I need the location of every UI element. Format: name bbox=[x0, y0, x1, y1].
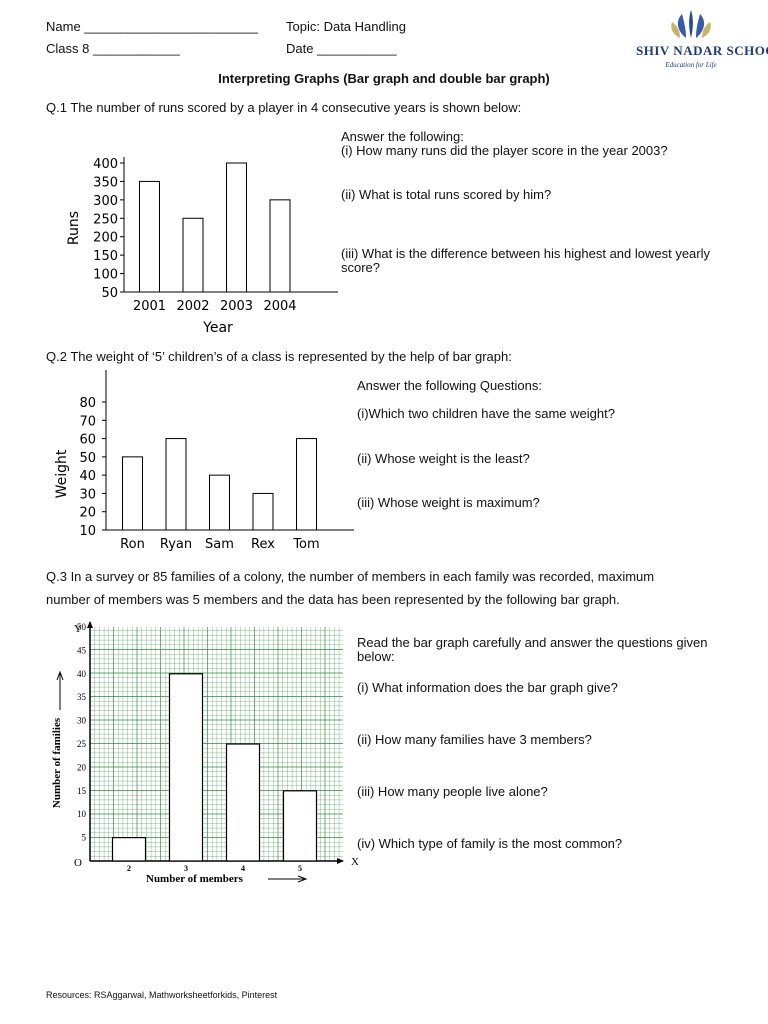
weight-bar-chart: 10 20 30 40 50 60 70 80 Ron Ryan Sam Rex Tom Weight bbox=[54, 370, 354, 552]
runs-bar-chart: 50 100 150 200 250 300 350 400 2001 2002 2003 2004 Y… bbox=[66, 157, 338, 336]
bar-2001 bbox=[139, 180, 160, 293]
y-tick-label: 50 bbox=[79, 451, 96, 466]
x-tick-label: 4 bbox=[241, 864, 245, 873]
school-tagline: Education for Life bbox=[665, 61, 717, 69]
q3-prompt-line1: Q.3 In a survey or 85 families of a colo… bbox=[46, 569, 655, 584]
x-tick-label: 2001 bbox=[133, 299, 166, 314]
y-axis-label: Weight bbox=[54, 449, 70, 498]
y-tick-label: 20 bbox=[77, 762, 87, 772]
bar-members-3 bbox=[168, 673, 204, 862]
y-tick-label: 70 bbox=[79, 414, 96, 429]
y-axis-arrow bbox=[87, 621, 93, 628]
x-axis-label: Number of members bbox=[146, 873, 244, 885]
y-tick-label: 60 bbox=[79, 433, 96, 448]
y-tick-label: 5 bbox=[82, 833, 87, 843]
x-tick-label: Sam bbox=[205, 537, 234, 552]
q1-answer-intro: Answer the following: bbox=[341, 129, 464, 144]
y-tick-label: 100 bbox=[93, 268, 118, 283]
x-tick-label: Ron bbox=[120, 537, 145, 552]
bar-rex bbox=[252, 492, 274, 531]
class-field-label: Class 8 ____________ bbox=[46, 41, 180, 56]
x-tick-label: 3 bbox=[184, 864, 188, 873]
worksheet-title: Interpreting Graphs (Bar graph and doubl… bbox=[218, 71, 550, 86]
y-axis-letter: Y bbox=[74, 623, 82, 635]
y-tick-label: 10 bbox=[79, 524, 96, 539]
q3-question-4: (iv) Which type of family is the most co… bbox=[357, 836, 623, 851]
x-axis-label: Year bbox=[202, 320, 233, 336]
name-field-label: Name ________________________ bbox=[46, 19, 258, 34]
y-tick-label: 20 bbox=[79, 506, 96, 521]
y-tick-label: 40 bbox=[77, 669, 87, 679]
q2-question-2: (ii) Whose weight is the least? bbox=[357, 451, 530, 466]
lotus-icon bbox=[671, 10, 711, 38]
y-tick-label: 80 bbox=[79, 396, 96, 411]
y-tick-label: 50 bbox=[101, 286, 118, 301]
school-logo: SHIV NADAR SCHOOL Education for Life bbox=[636, 8, 768, 72]
y-tick-label: 15 bbox=[77, 786, 87, 796]
x-tick-label: 2002 bbox=[176, 299, 209, 314]
q3-answer-intro-2: below: bbox=[357, 649, 395, 664]
x-tick-label: Tom bbox=[292, 537, 319, 552]
y-axis-label-arrow-icon bbox=[56, 670, 64, 710]
date-field-label: Date ___________ bbox=[286, 41, 397, 56]
x-tick-label: 2003 bbox=[220, 299, 253, 314]
topic-label: Topic: Data Handling bbox=[286, 19, 406, 34]
x-axis-arrow bbox=[337, 858, 344, 864]
q1-question-1: (i) How many runs did the player score i… bbox=[341, 143, 668, 158]
y-axis-label: Runs bbox=[66, 211, 82, 245]
bar-tom bbox=[296, 438, 317, 531]
q2-question-1: (i)Which two children have the same weig… bbox=[357, 406, 615, 421]
x-tick-label: Rex bbox=[251, 537, 275, 552]
y-tick-label: 30 bbox=[77, 716, 87, 726]
bar-ryan bbox=[165, 438, 187, 531]
y-tick-label: 30 bbox=[79, 487, 96, 502]
y-tick-label: 150 bbox=[93, 249, 118, 264]
y-tick-label: 350 bbox=[93, 175, 118, 190]
x-tick-label: 5 bbox=[298, 864, 302, 873]
bar-2004 bbox=[269, 199, 291, 293]
y-tick-label: 35 bbox=[77, 692, 87, 702]
q1-question-3: (iii) What is the difference between his… bbox=[341, 246, 711, 261]
q3-question-2: (ii) How many families have 3 members? bbox=[357, 732, 592, 747]
origin-label: O bbox=[74, 857, 82, 869]
q3-question-1: (i) What information does the bar graph … bbox=[357, 680, 618, 695]
y-tick-label: 250 bbox=[93, 212, 118, 227]
q3-answer-intro-1: Read the bar graph carefully and answer … bbox=[357, 635, 708, 650]
x-tick-label: Ryan bbox=[160, 537, 192, 552]
y-tick-label: 45 bbox=[77, 645, 87, 655]
q1-prompt: Q.1 The number of runs scored by a playe… bbox=[46, 100, 522, 115]
y-tick-label: 25 bbox=[77, 739, 87, 749]
q2-question-3: (iii) Whose weight is maximum? bbox=[357, 495, 540, 510]
school-name: SHIV NADAR SCHOOL bbox=[636, 43, 768, 58]
y-tick-label: 40 bbox=[79, 469, 96, 484]
x-axis-letter: X bbox=[351, 856, 358, 868]
q1-question-3-cont: score? bbox=[341, 260, 381, 275]
bar-sam bbox=[209, 474, 230, 531]
bar-members-2 bbox=[111, 837, 147, 862]
x-tick-label: 2004 bbox=[263, 299, 296, 314]
bar-ron bbox=[122, 456, 143, 531]
q2-prompt: Q.2 The weight of ‘5’ children’s of a cl… bbox=[46, 349, 512, 364]
x-tick-label: 2 bbox=[127, 864, 131, 873]
y-tick-label: 300 bbox=[93, 194, 118, 209]
q3-prompt-line2: number of members was 5 members and the … bbox=[46, 592, 620, 607]
bar-members-4 bbox=[225, 743, 261, 862]
y-tick-label: 200 bbox=[93, 231, 118, 246]
q1-question-2: (ii) What is total runs scored by him? bbox=[341, 187, 552, 202]
y-axis-label: Number of families bbox=[51, 717, 63, 808]
y-tick-label: 10 bbox=[77, 809, 87, 819]
x-axis-label-arrow-icon bbox=[268, 875, 308, 883]
y-tick-label: 50 bbox=[77, 622, 87, 632]
bar-members-5 bbox=[282, 790, 318, 862]
y-tick-label: 400 bbox=[93, 157, 118, 172]
q2-answer-intro: Answer the following Questions: bbox=[357, 378, 542, 393]
q3-question-3: (iii) How many people live alone? bbox=[357, 784, 548, 799]
bar-2002 bbox=[182, 217, 204, 293]
resources-footer: Resources: RSAggarwal, Mathworksheetfork… bbox=[46, 990, 278, 1000]
bar-2003 bbox=[226, 162, 247, 293]
